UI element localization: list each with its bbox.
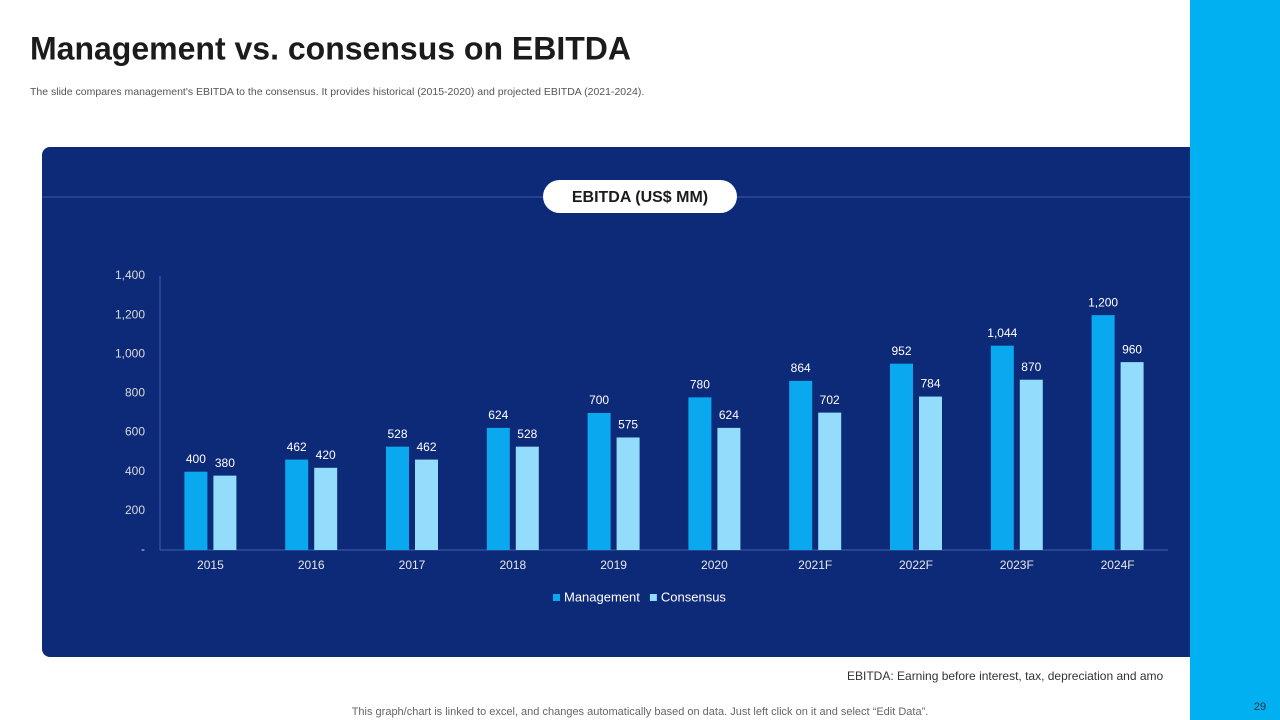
y-tick-label: 1,400 bbox=[115, 268, 145, 282]
bar bbox=[415, 459, 438, 550]
x-tick-label: 2017 bbox=[399, 558, 426, 572]
bar bbox=[1091, 315, 1115, 550]
bar bbox=[486, 427, 510, 550]
slide-subtitle: The slide compares management's EBITDA t… bbox=[30, 86, 644, 98]
data-label: 700 bbox=[589, 393, 609, 407]
data-label: 960 bbox=[1122, 342, 1142, 356]
x-tick-label: 2019 bbox=[600, 558, 627, 572]
data-label: 864 bbox=[791, 361, 811, 375]
legend-label: Consensus bbox=[661, 589, 727, 604]
page-number: 29 bbox=[1254, 701, 1266, 713]
data-label: 1,200 bbox=[1088, 295, 1118, 309]
legend-label: Management bbox=[564, 589, 640, 604]
bar bbox=[1120, 362, 1144, 550]
x-tick-label: 2016 bbox=[298, 558, 325, 572]
x-tick-label: 2018 bbox=[499, 558, 526, 572]
footnote: EBITDA: Earning before interest, tax, de… bbox=[847, 669, 1163, 683]
bar bbox=[616, 437, 640, 550]
y-tick-label: 1,200 bbox=[115, 307, 145, 321]
side-bar bbox=[1190, 0, 1280, 720]
chart-panel bbox=[42, 147, 1238, 657]
x-tick-label: 2020 bbox=[701, 558, 728, 572]
x-tick-label: 2015 bbox=[197, 558, 224, 572]
x-tick-label: 2022F bbox=[899, 558, 933, 572]
bar bbox=[213, 475, 237, 550]
y-tick-label: 200 bbox=[125, 503, 145, 517]
y-tick-label: 800 bbox=[125, 386, 145, 400]
data-label: 702 bbox=[820, 393, 840, 407]
bar bbox=[515, 446, 539, 550]
bar bbox=[717, 427, 741, 550]
bar bbox=[285, 459, 309, 550]
y-tick-label: 400 bbox=[125, 464, 145, 478]
data-label: 780 bbox=[690, 378, 710, 392]
x-tick-label: 2021F bbox=[798, 558, 832, 572]
bar bbox=[587, 413, 611, 550]
bar bbox=[990, 345, 1014, 550]
legend-swatch bbox=[553, 594, 560, 601]
bar bbox=[688, 397, 712, 550]
data-label: 528 bbox=[387, 427, 407, 441]
data-label: 624 bbox=[488, 408, 508, 422]
data-label: 462 bbox=[416, 440, 436, 454]
bar bbox=[818, 412, 842, 550]
bar bbox=[1019, 379, 1043, 550]
legend-swatch bbox=[649, 594, 657, 601]
data-label: 870 bbox=[1021, 360, 1041, 374]
data-label: 784 bbox=[920, 377, 940, 391]
data-label: 400 bbox=[186, 452, 206, 466]
note: This graph/chart is linked to excel, and… bbox=[352, 706, 929, 718]
chart-title: EBITDA (US$ MM) bbox=[572, 189, 708, 206]
chart: - 200 400 600 800 1,000 1,200 1,400 2015 400 380 20… bbox=[115, 268, 1168, 604]
data-label: 380 bbox=[215, 456, 235, 470]
bar bbox=[919, 396, 942, 550]
slide-title: Management vs. consensus on EBITDA bbox=[30, 30, 631, 66]
y-tick-label: 1,000 bbox=[115, 346, 145, 360]
data-label: 575 bbox=[618, 418, 638, 432]
data-label: 1,044 bbox=[987, 326, 1017, 340]
x-tick-label: 2023F bbox=[1000, 558, 1034, 572]
bar bbox=[789, 380, 813, 550]
data-label: 462 bbox=[287, 440, 307, 454]
x-tick-label: 2024F bbox=[1101, 558, 1135, 572]
bar bbox=[386, 446, 409, 550]
y-tick-label: - bbox=[141, 542, 145, 556]
bar bbox=[184, 471, 208, 550]
y-tick-label: 600 bbox=[125, 425, 145, 439]
data-label: 624 bbox=[719, 408, 739, 422]
data-label: 528 bbox=[517, 427, 537, 441]
data-label: 952 bbox=[891, 344, 911, 358]
data-label: 420 bbox=[316, 448, 336, 462]
bar bbox=[890, 363, 913, 550]
chart-title-pill bbox=[543, 180, 737, 213]
bar bbox=[314, 467, 338, 550]
